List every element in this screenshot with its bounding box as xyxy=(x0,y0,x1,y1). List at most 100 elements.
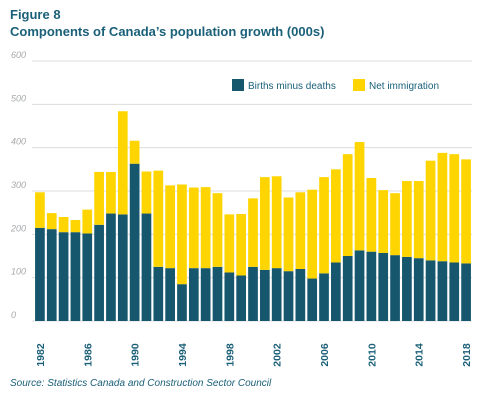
bar-immigration-1995 xyxy=(188,187,199,269)
bar-births-1994 xyxy=(177,284,187,321)
bar-immigration-1983 xyxy=(46,213,57,230)
bar-immigration-1997 xyxy=(212,193,223,267)
bar-births-2014 xyxy=(413,258,424,321)
bar-births-2002 xyxy=(271,268,282,321)
y-axis-ticks: 0 100 200 300 400 500 600 xyxy=(10,50,26,320)
bar-immigration-1984 xyxy=(58,217,69,233)
bar-immigration-2004 xyxy=(295,192,306,269)
bar-immigration-2009 xyxy=(354,142,365,251)
bar-births-1983 xyxy=(46,229,57,321)
bar-immigration-1998 xyxy=(224,214,235,273)
y-tick-200: 200 xyxy=(10,223,26,233)
bar-immigration-2014 xyxy=(413,181,424,259)
x-tick-2002: 2002 xyxy=(272,343,284,367)
bar-births-1993 xyxy=(165,268,175,321)
bar-births-1991 xyxy=(141,213,152,321)
bar-births-2007 xyxy=(331,262,341,321)
y-tick-100: 100 xyxy=(11,267,26,277)
bar-immigration-2010 xyxy=(366,178,377,252)
legend-swatch-1 xyxy=(353,79,365,91)
bar-immigration-1982 xyxy=(35,192,45,228)
x-axis-ticks: 1982 1986 1990 1994 1998 2002 2006 2010 2014 2018 xyxy=(35,343,473,367)
x-tick-1986: 1986 xyxy=(82,343,94,367)
chart-title: Components of Canada’s population growth… xyxy=(10,24,325,39)
x-tick-2014: 2014 xyxy=(414,343,426,367)
bar-births-2017 xyxy=(449,262,460,321)
bar-immigration-1985 xyxy=(70,220,81,233)
bar-births-2008 xyxy=(342,256,353,321)
bar-immigration-2006 xyxy=(319,177,329,274)
bar-births-2000 xyxy=(248,266,258,321)
bar-immigration-1989 xyxy=(117,111,128,215)
bar-births-2012 xyxy=(390,255,400,321)
bar-immigration-1990 xyxy=(129,140,140,164)
bar-births-2018 xyxy=(461,263,471,321)
bar-births-1988 xyxy=(106,213,116,321)
x-tick-1982: 1982 xyxy=(35,343,47,367)
bar-immigration-2017 xyxy=(449,154,460,263)
x-tick-1998: 1998 xyxy=(224,343,236,367)
bar-immigration-2015 xyxy=(425,160,436,261)
bar-immigration-1986 xyxy=(82,209,93,234)
legend: Births minus deaths Net immigration xyxy=(232,79,439,92)
bar-births-1992 xyxy=(153,266,164,321)
bar-births-2016 xyxy=(437,261,448,321)
y-tick-400: 400 xyxy=(11,137,26,147)
legend-swatch-0 xyxy=(232,79,244,91)
bar-immigration-2005 xyxy=(307,189,318,279)
bar-immigration-2001 xyxy=(259,177,270,270)
y-tick-300: 300 xyxy=(11,180,26,190)
bar-immigration-1999 xyxy=(236,213,247,276)
bar-births-1982 xyxy=(35,227,45,321)
bar-immigration-1992 xyxy=(153,170,164,267)
bar-births-2011 xyxy=(378,252,389,321)
x-tick-1990: 1990 xyxy=(130,343,142,367)
bars xyxy=(35,111,471,321)
x-tick-2006: 2006 xyxy=(319,343,331,367)
bar-immigration-1988 xyxy=(106,171,116,214)
bar-births-2013 xyxy=(402,256,412,321)
bar-immigration-1996 xyxy=(200,187,211,269)
y-tick-500: 500 xyxy=(11,93,26,103)
bar-births-2004 xyxy=(295,269,306,321)
figure-label: Figure 8 xyxy=(10,7,61,22)
x-tick-2010: 2010 xyxy=(366,343,378,367)
bar-births-2009 xyxy=(354,250,365,321)
bar-births-1999 xyxy=(236,275,247,321)
bar-immigration-1987 xyxy=(94,171,104,225)
bar-immigration-2008 xyxy=(342,154,353,256)
bar-births-2010 xyxy=(366,251,377,321)
bar-births-2006 xyxy=(319,273,329,321)
bar-births-1984 xyxy=(58,232,69,321)
bar-immigration-2003 xyxy=(283,197,294,272)
bar-immigration-2013 xyxy=(402,181,412,257)
y-tick-600: 600 xyxy=(11,50,26,60)
bar-births-1986 xyxy=(82,233,93,321)
bar-births-1995 xyxy=(188,268,199,321)
bar-births-1989 xyxy=(117,214,128,321)
bar-births-1990 xyxy=(129,163,140,321)
bar-immigration-1993 xyxy=(165,185,175,269)
bar-births-1985 xyxy=(70,232,81,321)
bar-immigration-2007 xyxy=(331,169,341,263)
legend-label-0: Births minus deaths xyxy=(248,81,336,92)
bar-immigration-2011 xyxy=(378,190,389,253)
bar-immigration-1991 xyxy=(141,171,152,214)
bar-births-2015 xyxy=(425,260,436,321)
bar-births-2003 xyxy=(283,271,294,321)
bar-births-2005 xyxy=(307,278,318,321)
y-tick-0: 0 xyxy=(11,310,16,320)
bar-immigration-2018 xyxy=(461,159,471,264)
source-note: Source: Statistics Canada and Constructi… xyxy=(10,378,272,389)
bar-births-1997 xyxy=(212,266,223,321)
bar-immigration-2002 xyxy=(271,176,282,269)
x-tick-2018: 2018 xyxy=(461,343,473,367)
bar-immigration-2012 xyxy=(390,193,400,256)
bar-births-1996 xyxy=(200,268,211,321)
bar-immigration-2016 xyxy=(437,152,448,262)
bar-births-1987 xyxy=(94,224,104,321)
bar-immigration-2000 xyxy=(248,198,258,267)
bar-births-1998 xyxy=(224,272,235,321)
bar-births-2001 xyxy=(259,269,270,321)
